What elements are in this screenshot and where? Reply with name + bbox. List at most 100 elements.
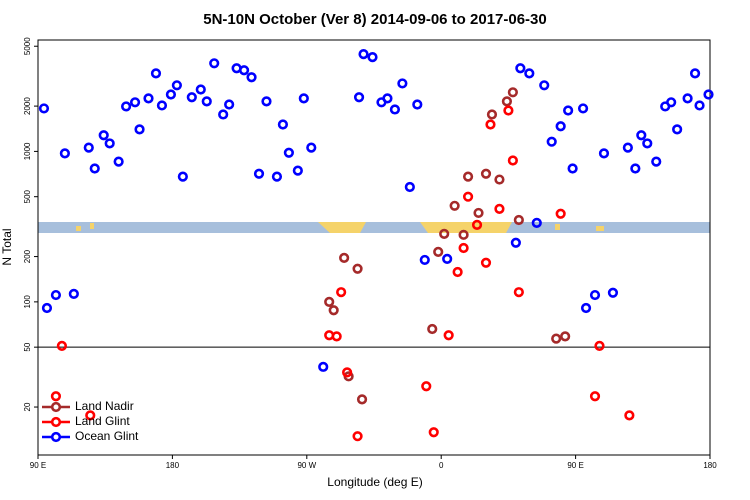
point [246,72,257,83]
point [336,287,347,298]
point [143,93,154,104]
point [292,165,303,176]
point [358,49,369,60]
point [356,394,368,405]
point [339,252,350,263]
point [589,289,601,301]
point [433,246,444,257]
point [531,217,542,228]
point [580,302,592,314]
point [462,191,474,202]
point [507,155,518,166]
point [412,99,423,110]
point [352,263,363,274]
point [59,148,70,159]
point [507,87,518,98]
point [177,171,188,182]
x-axis-label: Longitude (deg E) [327,475,422,489]
point [503,105,514,116]
point [555,208,566,219]
point [218,109,229,120]
point [397,78,408,89]
y-tick-label: 5000 [23,37,32,55]
point [480,257,492,268]
point [298,93,309,104]
point [462,171,474,182]
point [306,142,317,153]
point [98,130,109,141]
legend-label: Land Glint [75,414,130,428]
point [421,381,432,392]
point [352,431,363,442]
point [367,52,378,63]
point [271,171,283,182]
point [577,103,589,114]
point [689,68,701,79]
point [515,63,526,74]
plot-frame [37,39,711,456]
point [513,287,524,298]
point [419,254,430,266]
point [428,427,439,438]
point [427,323,438,335]
legend-marker [50,416,62,428]
point [277,119,289,130]
point [83,142,94,153]
point [607,287,619,298]
point [171,80,182,91]
point [471,219,483,230]
point [473,207,484,219]
point [195,84,206,95]
point [238,65,250,76]
point [703,89,714,100]
x-tick-label: 180 [166,461,180,470]
point [682,93,693,104]
y-tick-label: 200 [23,249,32,263]
point [636,130,647,141]
point [224,99,235,110]
legend-label: Ocean Glint [75,429,139,443]
point [501,96,513,107]
point [598,148,610,159]
point [563,105,574,116]
point [89,163,100,174]
point [283,147,294,158]
point [150,68,162,79]
point [353,92,365,103]
point [331,331,342,342]
point [318,361,329,372]
point [458,242,469,254]
point [209,58,220,69]
point [480,168,492,179]
point [129,97,141,108]
point [513,214,524,226]
point [485,119,496,130]
y-tick-label: 2000 [23,97,32,115]
point [134,124,145,135]
point [666,97,677,108]
point [624,410,635,421]
point [452,266,463,278]
point [186,92,197,103]
point [324,296,335,307]
point [404,181,415,193]
legend-marker [50,401,62,413]
point [630,163,641,174]
y-axis-label: N Total [0,228,14,265]
point [486,109,498,120]
point [672,124,683,135]
y-tick-label: 500 [23,189,32,203]
point [651,156,662,167]
point [156,100,168,111]
legend-marker [50,431,62,443]
legend-label: Land Nadir [75,399,134,413]
point [41,302,53,314]
point [567,163,578,174]
y-tick-label: 20 [23,402,32,411]
x-tick-label: 180 [703,461,717,470]
point [589,391,601,402]
point [261,96,272,107]
point [201,96,212,107]
point [524,68,535,79]
